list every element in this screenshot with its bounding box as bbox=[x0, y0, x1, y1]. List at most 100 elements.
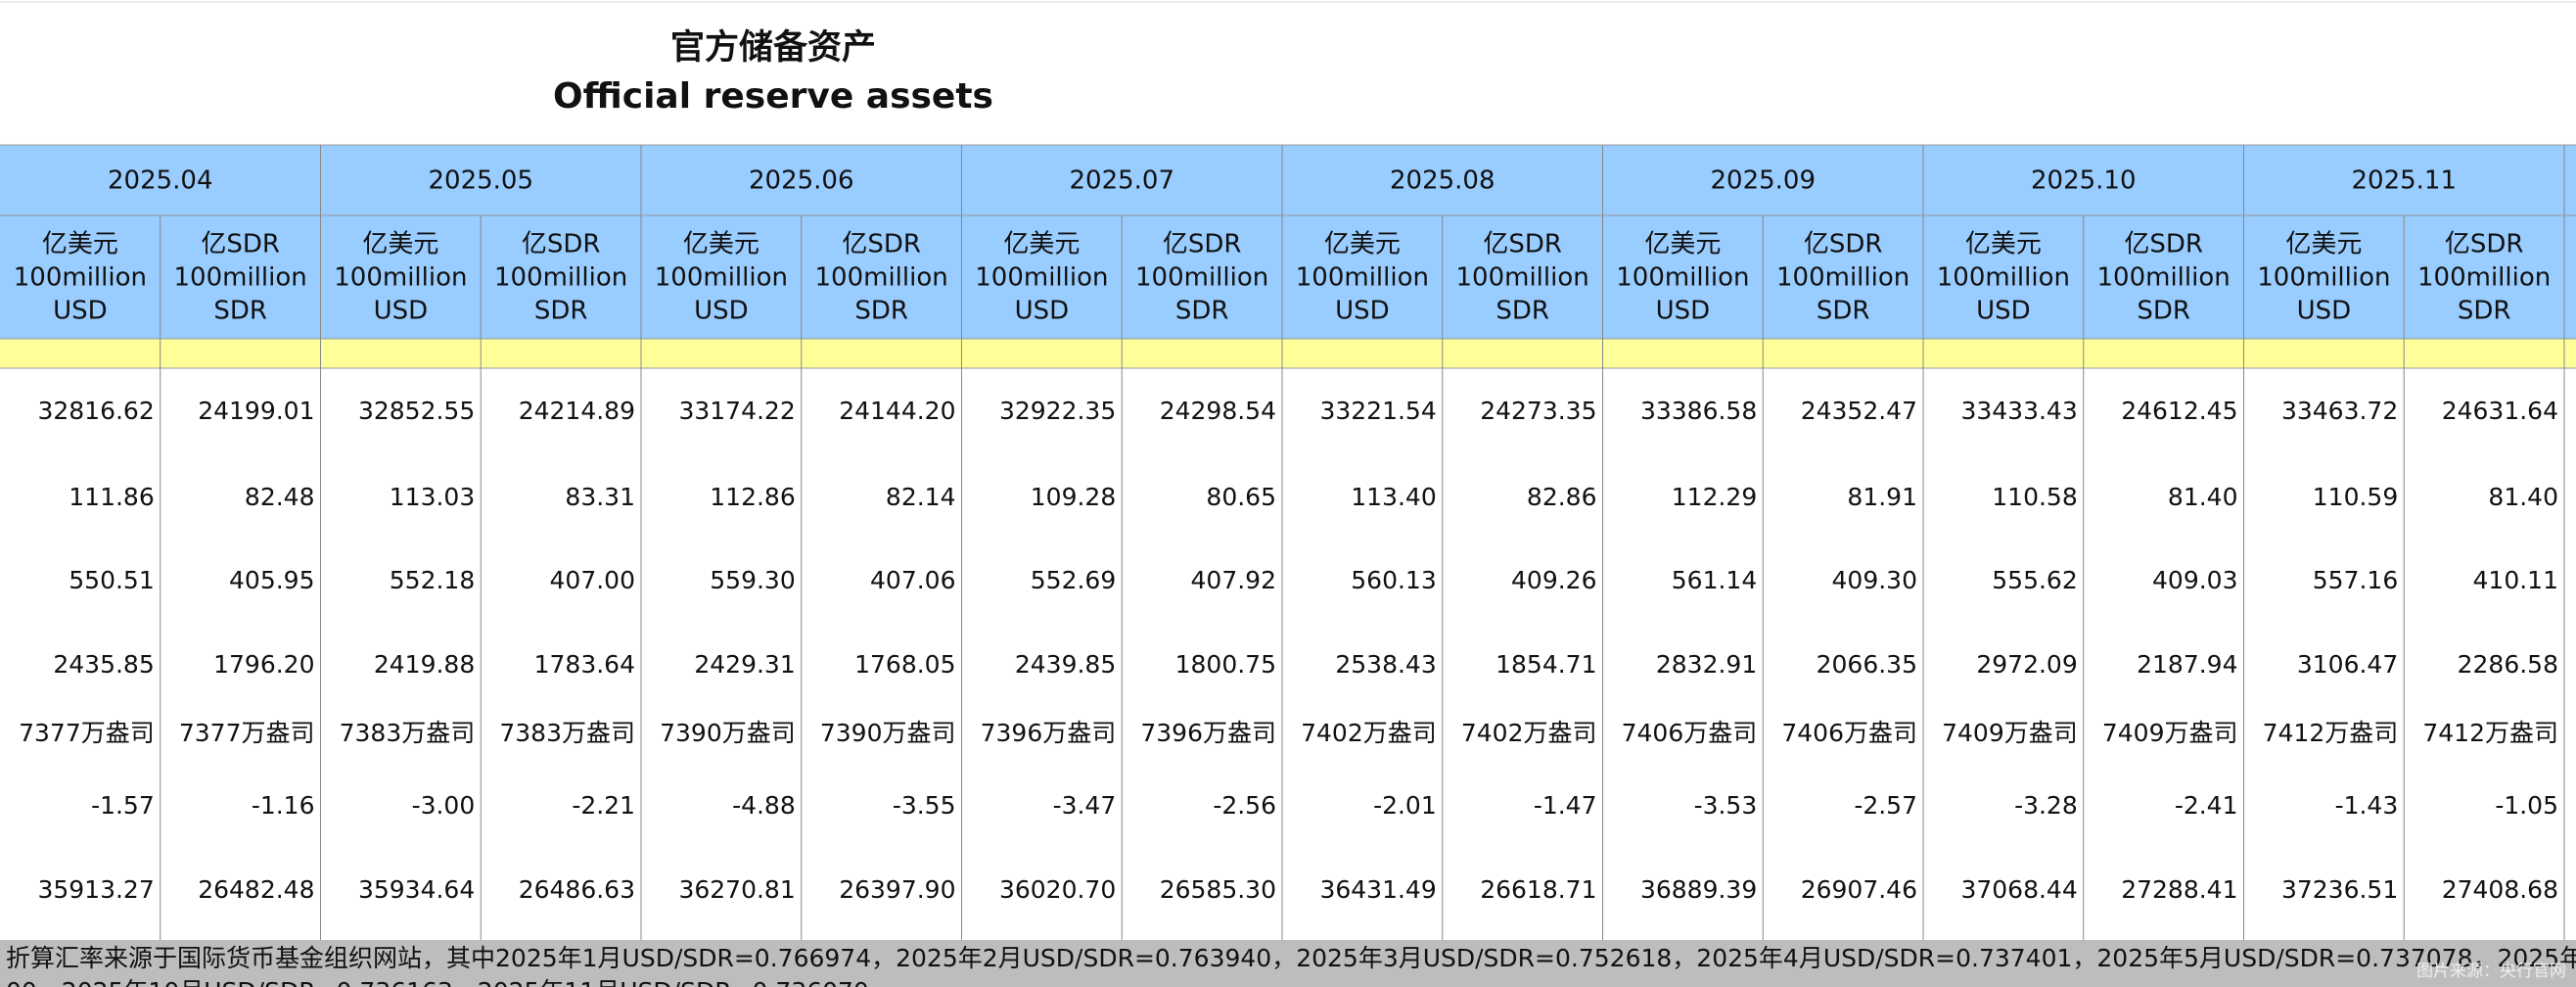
sub-header: SDR bbox=[2458, 297, 2511, 326]
cell: -2.41 bbox=[2175, 791, 2238, 820]
sub-header: USD bbox=[374, 297, 429, 326]
title-en: Official reserve assets bbox=[553, 76, 993, 117]
sub-header: 100million bbox=[1296, 263, 1429, 293]
cell: 405.95 bbox=[229, 566, 314, 594]
cell: 81.40 bbox=[2488, 483, 2558, 511]
sub-header: 亿美元 bbox=[1644, 230, 1721, 259]
cell: 7412万盎司 bbox=[2263, 719, 2399, 747]
sub-header: 100million bbox=[1456, 263, 1589, 293]
sub-header: 100million bbox=[815, 263, 948, 293]
cell: 83.31 bbox=[565, 483, 635, 511]
cell: 35934.64 bbox=[358, 875, 475, 904]
cell: 24273.35 bbox=[1480, 397, 1596, 425]
cell: 7409万盎司 bbox=[2102, 719, 2238, 747]
cell: 37236.51 bbox=[2281, 875, 2398, 904]
footer-bg bbox=[0, 940, 2576, 987]
month-header: 2025.10 bbox=[2031, 166, 2137, 196]
cell: 33386.58 bbox=[1640, 397, 1757, 425]
sub-header: USD bbox=[1335, 297, 1390, 326]
yellow-row bbox=[0, 339, 2576, 368]
cell: 110.58 bbox=[1992, 483, 2077, 511]
sub-header: 100million bbox=[1135, 263, 1268, 293]
cell: 82.86 bbox=[1527, 483, 1597, 511]
cell: 32922.35 bbox=[999, 397, 1116, 425]
title-cn: 官方储备资产 bbox=[670, 28, 876, 68]
cell: 112.29 bbox=[1672, 483, 1757, 511]
cell: 110.59 bbox=[2313, 483, 2398, 511]
sub-header: USD bbox=[2297, 297, 2352, 326]
sub-header: 亿SDR bbox=[2445, 230, 2524, 259]
cell: 7406万盎司 bbox=[1781, 719, 1917, 747]
cell: 27408.68 bbox=[2442, 875, 2558, 904]
month-header: 2025.04 bbox=[108, 166, 213, 196]
sub-header: 亿SDR bbox=[1804, 230, 1883, 259]
cell: 7402万盎司 bbox=[1461, 719, 1597, 747]
cell: 3106.47 bbox=[2297, 650, 2398, 679]
cell: 1768.05 bbox=[854, 650, 955, 679]
cell: 557.16 bbox=[2313, 566, 2398, 594]
cell: 37068.44 bbox=[1960, 875, 2077, 904]
header-bg bbox=[0, 145, 2576, 339]
sub-header: 100million bbox=[2097, 263, 2231, 293]
cell: 2419.88 bbox=[374, 650, 475, 679]
cell: 560.13 bbox=[1351, 566, 1436, 594]
cell: 407.00 bbox=[550, 566, 635, 594]
cell: -2.56 bbox=[1213, 791, 1276, 820]
sub-header: USD bbox=[694, 297, 749, 326]
sub-header: 亿SDR bbox=[2124, 230, 2203, 259]
cell: 80.65 bbox=[1206, 483, 1276, 511]
sub-header: 亿美元 bbox=[1003, 230, 1080, 259]
table: 2025.04 亿美元 100million USD 亿SDR 100million SDR… bbox=[14, 145, 2565, 940]
cell: -3.53 bbox=[1694, 791, 1758, 820]
cell: 24199.01 bbox=[198, 397, 314, 425]
sub-header: 亿SDR bbox=[1483, 230, 1562, 259]
cell: 2286.58 bbox=[2458, 650, 2558, 679]
cell: -1.16 bbox=[252, 791, 315, 820]
month-header: 2025.09 bbox=[1710, 166, 1816, 196]
cell: 113.03 bbox=[390, 483, 475, 511]
cell: 33221.54 bbox=[1319, 397, 1436, 425]
cell: 36270.81 bbox=[678, 875, 795, 904]
cell: 2187.94 bbox=[2137, 650, 2237, 679]
sub-header: SDR bbox=[213, 297, 267, 326]
sub-header: 100million bbox=[2257, 263, 2390, 293]
cell: 409.03 bbox=[2152, 566, 2237, 594]
cell: 2538.43 bbox=[1335, 650, 1436, 679]
sub-header: 100million bbox=[1616, 263, 1749, 293]
cell: 111.86 bbox=[69, 483, 154, 511]
cell: 1783.64 bbox=[534, 650, 635, 679]
cell: 7402万盎司 bbox=[1301, 719, 1437, 747]
cell: 27288.41 bbox=[2121, 875, 2237, 904]
cell: 33463.72 bbox=[2281, 397, 2398, 425]
cell: 24612.45 bbox=[2121, 397, 2237, 425]
cell: 7409万盎司 bbox=[1942, 719, 2078, 747]
cell: 24631.64 bbox=[2442, 397, 2558, 425]
sub-header: 亿SDR bbox=[522, 230, 601, 259]
cell: 7383万盎司 bbox=[499, 719, 635, 747]
sub-header: 亿美元 bbox=[362, 230, 438, 259]
cell: 1854.71 bbox=[1495, 650, 1596, 679]
sub-header: 100million bbox=[494, 263, 627, 293]
sub-header: 100million bbox=[174, 263, 307, 293]
cell: 7412万盎司 bbox=[2422, 719, 2558, 747]
cell: 82.14 bbox=[886, 483, 956, 511]
sub-header: 亿美元 bbox=[42, 230, 118, 259]
cell: 81.40 bbox=[2168, 483, 2238, 511]
cell: 2429.31 bbox=[694, 650, 795, 679]
month-header: 2025.06 bbox=[749, 166, 854, 196]
month-header: 2025.05 bbox=[428, 166, 533, 196]
cell: 36889.39 bbox=[1640, 875, 1757, 904]
cell: 2066.35 bbox=[1817, 650, 1917, 679]
cell: 112.86 bbox=[710, 483, 795, 511]
sub-header: 100million bbox=[1776, 263, 1909, 293]
cell: 33174.22 bbox=[678, 397, 795, 425]
sub-header: SDR bbox=[2137, 297, 2190, 326]
sub-header: 100million bbox=[655, 263, 788, 293]
cell: 32816.62 bbox=[37, 397, 154, 425]
cell: 1796.20 bbox=[213, 650, 314, 679]
cell: -3.00 bbox=[412, 791, 476, 820]
sub-header: SDR bbox=[854, 297, 908, 326]
cell: -2.21 bbox=[572, 791, 635, 820]
sub-header: 亿SDR bbox=[842, 230, 921, 259]
